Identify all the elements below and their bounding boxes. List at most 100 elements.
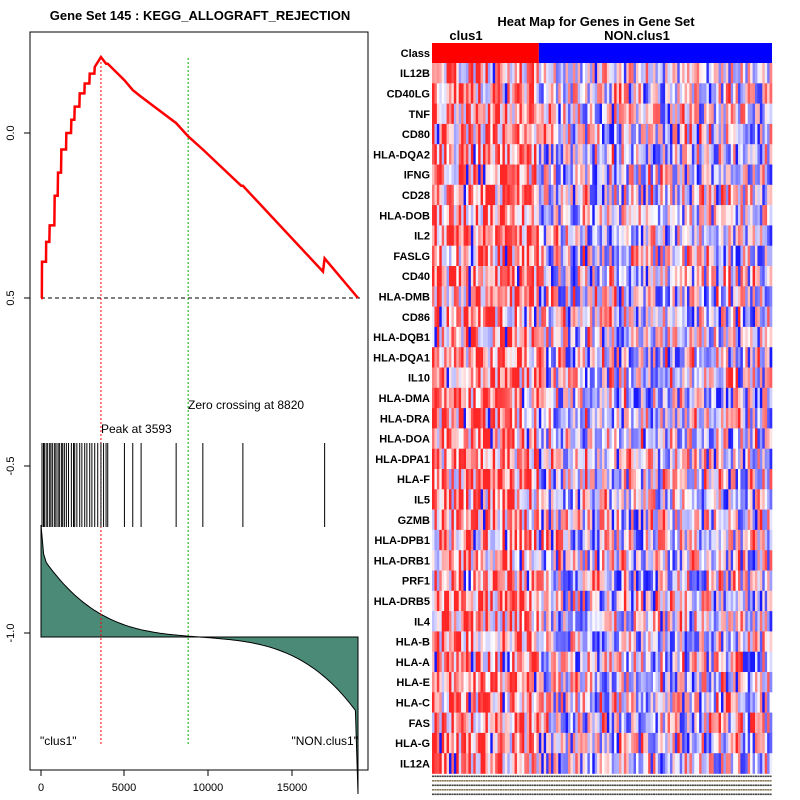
heatmap-cell bbox=[653, 205, 656, 226]
heatmap-cell bbox=[611, 428, 615, 449]
heatmap-cell bbox=[677, 753, 681, 774]
heatmap-cell bbox=[441, 347, 445, 368]
heatmap-cell bbox=[738, 205, 741, 226]
heatmap-cell bbox=[745, 672, 749, 693]
heatmap-cell bbox=[614, 286, 617, 307]
heatmap-cell bbox=[575, 347, 579, 368]
heatmap-cell bbox=[604, 387, 608, 409]
heatmap-cell bbox=[597, 448, 600, 470]
heatmap-cell bbox=[536, 529, 540, 551]
heatmap-cell bbox=[694, 448, 698, 470]
heatmap-cell bbox=[606, 753, 610, 774]
heatmap-cell bbox=[711, 347, 715, 368]
heatmap-cell bbox=[689, 631, 693, 652]
heatmap-cell bbox=[560, 184, 564, 206]
heatmap-cell bbox=[461, 529, 464, 551]
heatmap-cell bbox=[456, 347, 460, 368]
heatmap-cell bbox=[543, 164, 547, 186]
heatmap-cell bbox=[456, 570, 460, 592]
heatmap-cell bbox=[691, 489, 695, 510]
heatmap-cell bbox=[534, 326, 537, 348]
heatmap-cell bbox=[723, 225, 727, 246]
heatmap-cell bbox=[495, 367, 498, 389]
heatmap-cell bbox=[444, 631, 447, 652]
heatmap-cell bbox=[534, 164, 537, 186]
heatmap-cell bbox=[577, 306, 581, 328]
heatmap-cell bbox=[665, 753, 668, 774]
heatmap-cell bbox=[519, 469, 523, 490]
heatmap-cell bbox=[631, 469, 634, 490]
heatmap-cell bbox=[616, 428, 620, 449]
heatmap-cell bbox=[521, 692, 525, 713]
heatmap-cell bbox=[580, 225, 583, 246]
heatmap-cell bbox=[679, 103, 683, 125]
heatmap-cell bbox=[713, 672, 717, 693]
heatmap-cell bbox=[512, 205, 515, 226]
heatmap-cell bbox=[536, 205, 540, 226]
heatmap-cell bbox=[730, 83, 734, 104]
heatmap-cell bbox=[665, 408, 668, 429]
heatmap-cell bbox=[524, 266, 528, 287]
heatmap-cell bbox=[502, 63, 506, 84]
heatmap-cell bbox=[521, 286, 525, 307]
heatmap-cell bbox=[614, 245, 617, 267]
heatmap-cell bbox=[558, 753, 562, 774]
heatmap-cell bbox=[548, 266, 552, 287]
heatmap-cell bbox=[492, 448, 496, 470]
heatmap-cell bbox=[502, 408, 506, 429]
heatmap-cell bbox=[439, 83, 443, 104]
heatmap-cell bbox=[526, 326, 530, 348]
heatmap-cell bbox=[536, 347, 540, 368]
heatmap-cell bbox=[434, 387, 438, 409]
heatmap-cell bbox=[546, 590, 549, 612]
heatmap-cell bbox=[534, 692, 537, 713]
heatmap-cell bbox=[636, 367, 639, 389]
heatmap-cell bbox=[762, 245, 766, 267]
heatmap-cell bbox=[704, 529, 707, 551]
heatmap-cell bbox=[730, 732, 734, 754]
heatmap-cell bbox=[767, 550, 770, 571]
heatmap-cell bbox=[558, 428, 562, 449]
heatmap-cell bbox=[682, 590, 685, 612]
heatmap-cell bbox=[553, 732, 557, 754]
heatmap-cell bbox=[762, 103, 766, 125]
heatmap-cell bbox=[446, 489, 450, 510]
heatmap-cell bbox=[439, 651, 443, 673]
heatmap-cell bbox=[660, 245, 664, 267]
heatmap-cell bbox=[565, 611, 569, 632]
heatmap-cell bbox=[480, 286, 484, 307]
heatmap-cell bbox=[502, 123, 506, 145]
heatmap-cell bbox=[441, 428, 445, 449]
heatmap-cell bbox=[575, 753, 579, 774]
heatmap-cell bbox=[582, 347, 586, 368]
heatmap-cell bbox=[733, 732, 736, 754]
heatmap-cell bbox=[689, 103, 693, 125]
heatmap-cell bbox=[645, 347, 649, 368]
heatmap-cell bbox=[604, 245, 608, 267]
heatmap-cell bbox=[609, 63, 613, 84]
heatmap-cell bbox=[449, 123, 452, 145]
heatmap-cell bbox=[504, 469, 508, 490]
heatmap-cell bbox=[640, 631, 644, 652]
heatmap-cell bbox=[560, 286, 564, 307]
heatmap-cell bbox=[553, 326, 557, 348]
heatmap-cell bbox=[521, 123, 525, 145]
heatmap-cell bbox=[696, 408, 700, 429]
heatmap-cell bbox=[449, 144, 452, 165]
heatmap-cell bbox=[626, 205, 630, 226]
heatmap-cell bbox=[759, 387, 763, 409]
heatmap-cell bbox=[655, 489, 659, 510]
heatmap-cell bbox=[468, 570, 472, 592]
heatmap-cell bbox=[762, 63, 766, 84]
heatmap-cell bbox=[684, 753, 688, 774]
heatmap-cell bbox=[616, 205, 620, 226]
heatmap-cell bbox=[483, 306, 486, 328]
heatmap-cell bbox=[679, 408, 683, 429]
heatmap-cell bbox=[750, 63, 753, 84]
heatmap-cell bbox=[509, 611, 513, 632]
heatmap-cell bbox=[653, 367, 656, 389]
heatmap-cell bbox=[463, 651, 467, 673]
heatmap-cell bbox=[483, 123, 486, 145]
heatmap-cell bbox=[606, 529, 610, 551]
heatmap-cell bbox=[738, 611, 741, 632]
